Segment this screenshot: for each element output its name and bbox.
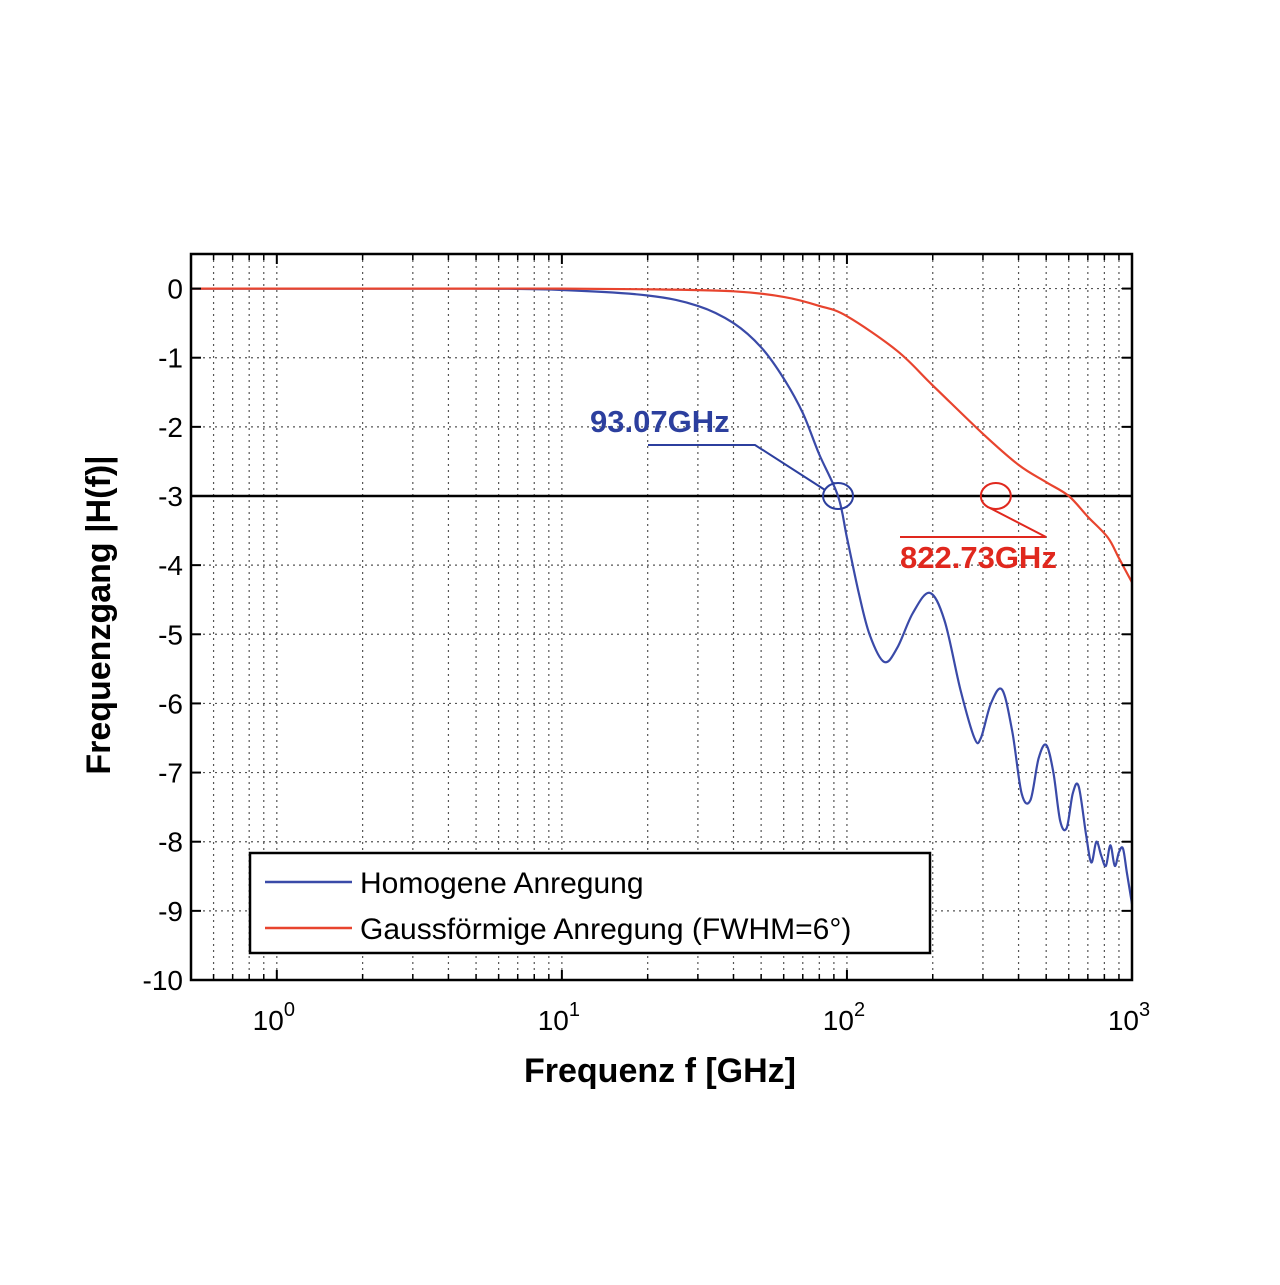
y-tick-label: -4 xyxy=(158,550,183,581)
y-tick-label: -6 xyxy=(158,688,183,719)
annotation-leader-gauss xyxy=(900,507,1047,538)
annotation-leader-homogene xyxy=(648,444,826,491)
y-tick-label: -2 xyxy=(158,412,183,443)
legend-label-homogene: Homogene Anregung xyxy=(360,867,644,900)
y-tick-label: 0 xyxy=(167,274,183,305)
y-axis-title: Frequenzgang |H(f)| xyxy=(80,455,118,774)
y-tick-label: -1 xyxy=(158,343,183,374)
x-axis-title: Frequenz f [GHz] xyxy=(524,1052,796,1090)
tick-layer: 100 101 102 103 0 -1 -2 -3 -4 -5 -6 -7 -8 -9 -10 xyxy=(143,254,1150,1036)
legend: Homogene Anregung Gaussförmige Anregung … xyxy=(248,851,932,955)
x-tick-label: 100 xyxy=(253,999,295,1036)
plot-frame xyxy=(189,252,1134,982)
series-line-homogene xyxy=(190,287,1134,905)
y-tick-label: -3 xyxy=(158,481,183,512)
y-tick-label: -5 xyxy=(158,619,183,650)
annotation-marker-gauss xyxy=(979,482,1012,510)
annotation-label-gauss: 822.73GHz xyxy=(900,540,1057,575)
x-tick-label: 103 xyxy=(1108,999,1150,1036)
x-tick-label: 102 xyxy=(823,999,865,1036)
annotation-label-homogene: 93.07GHz xyxy=(590,404,730,439)
y-tick-label: -9 xyxy=(158,896,183,927)
legend-box xyxy=(248,851,932,955)
legend-label-gauss: Gaussförmige Anregung (FWHM=6°) xyxy=(360,913,851,946)
y-tick-label: -7 xyxy=(158,758,183,789)
x-tick-label: 101 xyxy=(538,999,580,1036)
y-tick-label: -10 xyxy=(143,965,183,996)
y-tick-label: -8 xyxy=(158,827,183,858)
annotation-layer xyxy=(648,444,1047,538)
annotation-marker-homogene xyxy=(822,482,855,510)
series-line-gauss xyxy=(190,287,1133,583)
series-layer xyxy=(190,287,1134,905)
